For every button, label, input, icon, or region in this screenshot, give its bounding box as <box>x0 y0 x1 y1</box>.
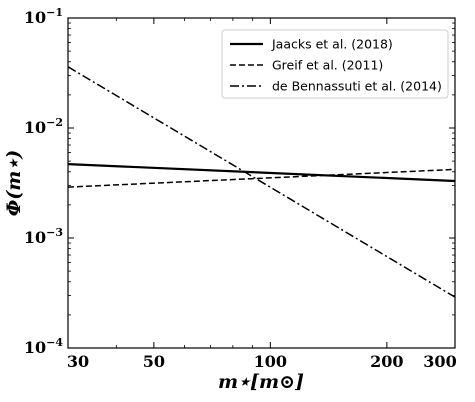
x-tick-label: 100 <box>254 352 287 371</box>
plot-frame <box>67 17 456 349</box>
legend-label: Greif et al. (2011) <box>272 58 383 73</box>
y-tick-label: 10−4 <box>24 336 63 357</box>
y-tick-label: 10−2 <box>24 116 63 137</box>
x-tick-label: 200 <box>370 352 403 371</box>
legend: Jaacks et al. (2018) Greif et al. (2011) d… <box>221 29 449 99</box>
series-line-dashdot <box>67 66 456 298</box>
legend-entries: Jaacks et al. (2018) Greif et al. (2011) d… <box>230 37 442 94</box>
x-tick-label: 50 <box>143 352 165 371</box>
x-tick-label: 300 <box>423 352 456 371</box>
series-line-solid <box>67 163 456 183</box>
x-tick-labels: 30 50 100 200 300 <box>67 352 457 371</box>
legend-box <box>221 29 449 99</box>
legend-label: Jaacks et al. (2018) <box>271 37 393 52</box>
y-tick-labels: 10−4 10−3 10−2 10−1 <box>24 6 63 357</box>
y-tick-label: 10−3 <box>24 226 63 247</box>
y-tick-label: 10−1 <box>24 6 63 27</box>
x-axis-label: m⋆[m⊙] <box>218 371 304 393</box>
series-line-dashed <box>67 168 456 188</box>
legend-label: de Bennassuti et al. (2014) <box>272 79 442 94</box>
series-layer <box>67 66 456 298</box>
x-tick-label: 30 <box>67 352 89 371</box>
y-axis-label: Φ(m⋆) <box>3 150 25 217</box>
